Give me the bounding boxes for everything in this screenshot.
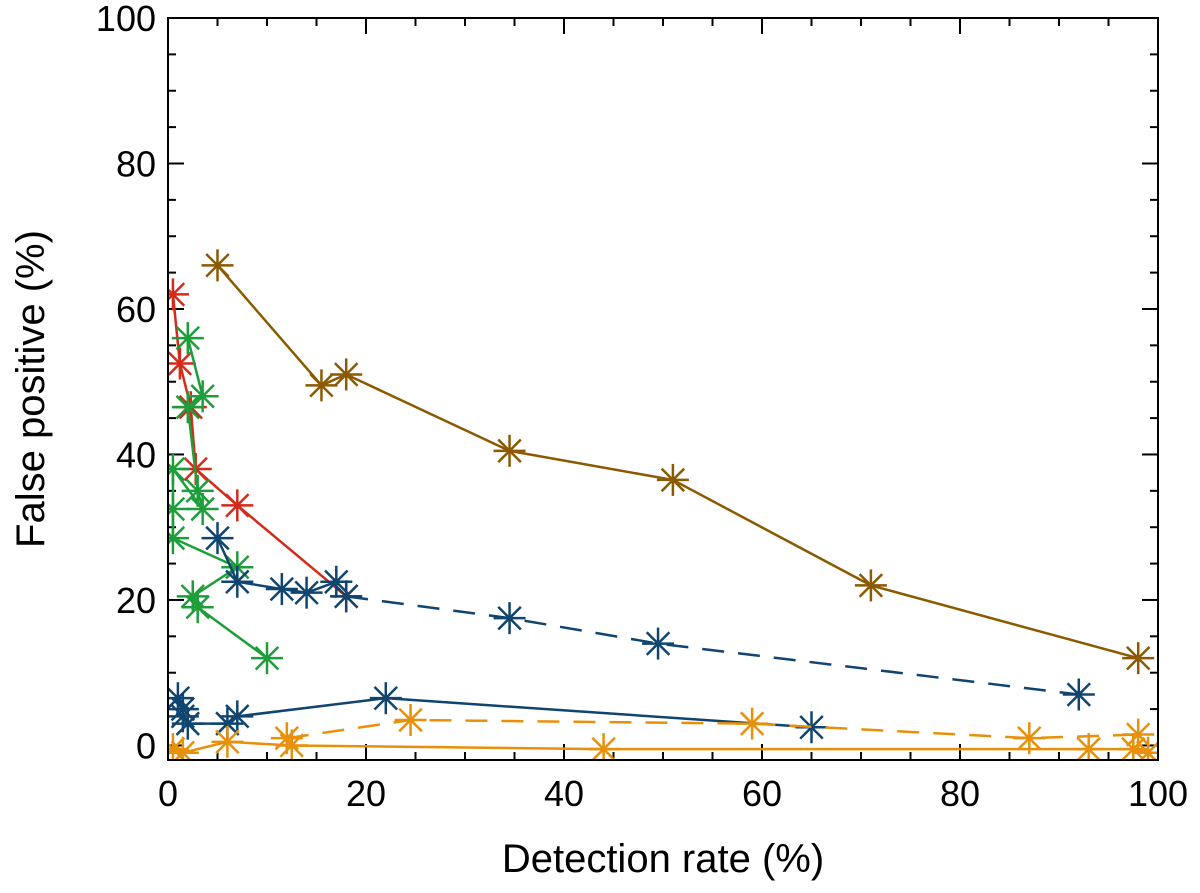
data-point bbox=[320, 565, 353, 598]
data-point bbox=[211, 725, 244, 758]
data-point bbox=[1062, 678, 1095, 711]
y-tick-label: 60 bbox=[116, 289, 156, 330]
series-green bbox=[168, 322, 283, 675]
plot-frame bbox=[167, 17, 1159, 761]
data-point bbox=[305, 369, 338, 402]
y-tick-label: 40 bbox=[116, 434, 156, 475]
series-line bbox=[216, 264, 1139, 660]
y-tick-label: 0 bbox=[136, 725, 156, 766]
series-line bbox=[172, 740, 1149, 754]
data-point bbox=[168, 347, 196, 380]
series-blue-solid-upper bbox=[201, 522, 353, 609]
y-tick-label: 100 bbox=[96, 0, 156, 39]
data-point bbox=[171, 391, 204, 424]
x-tick-label: 40 bbox=[544, 773, 584, 814]
series-blue-solid-lower bbox=[168, 682, 828, 744]
data-point bbox=[186, 380, 219, 413]
series-layer bbox=[168, 249, 1158, 760]
data-point bbox=[493, 602, 526, 635]
data-point bbox=[201, 522, 234, 555]
data-point bbox=[201, 249, 234, 282]
x-tick-label: 0 bbox=[158, 773, 178, 814]
data-point bbox=[181, 591, 214, 624]
data-point bbox=[656, 463, 689, 496]
y-axis-title: False positive (%) bbox=[9, 230, 53, 548]
data-point bbox=[736, 707, 769, 740]
data-point bbox=[275, 729, 308, 760]
series-brown bbox=[201, 249, 1155, 675]
data-point bbox=[290, 576, 323, 609]
data-point bbox=[1122, 642, 1155, 675]
data-point bbox=[330, 358, 363, 391]
data-point bbox=[265, 573, 298, 606]
data-point bbox=[854, 569, 887, 602]
data-point bbox=[330, 580, 363, 613]
data-point bbox=[221, 700, 254, 733]
data-point bbox=[587, 733, 620, 760]
data-point bbox=[369, 682, 402, 715]
data-point bbox=[251, 642, 283, 675]
series-line bbox=[171, 337, 268, 660]
data-point bbox=[1132, 736, 1158, 760]
data-point bbox=[168, 493, 189, 526]
data-point bbox=[171, 322, 204, 355]
tick-labels: 0 20 40 60 80 100 0 20 40 60 80 100 bbox=[96, 0, 1188, 814]
series-line bbox=[286, 718, 1139, 740]
x-tick-label: 60 bbox=[742, 773, 782, 814]
x-tick-label: 80 bbox=[940, 773, 980, 814]
data-point bbox=[168, 522, 189, 555]
data-point bbox=[168, 453, 189, 486]
x-tick-label: 100 bbox=[1128, 773, 1188, 814]
series-line bbox=[176, 696, 812, 729]
data-point bbox=[493, 434, 526, 467]
data-point bbox=[168, 278, 189, 311]
y-tick-label: 80 bbox=[116, 143, 156, 184]
series-line bbox=[346, 595, 1079, 696]
y-tick-label: 20 bbox=[116, 580, 156, 621]
data-point bbox=[168, 736, 199, 760]
x-tick-label: 20 bbox=[346, 773, 386, 814]
data-point bbox=[171, 707, 204, 740]
x-axis-title: Detection rate (%) bbox=[502, 837, 824, 881]
series-blue-dashed bbox=[330, 580, 1095, 711]
data-point bbox=[186, 493, 219, 526]
data-point bbox=[221, 565, 254, 598]
data-point bbox=[642, 627, 675, 660]
series-orange-solid bbox=[168, 725, 1158, 760]
data-point bbox=[394, 703, 427, 736]
data-point bbox=[181, 474, 214, 507]
data-point bbox=[221, 489, 254, 522]
